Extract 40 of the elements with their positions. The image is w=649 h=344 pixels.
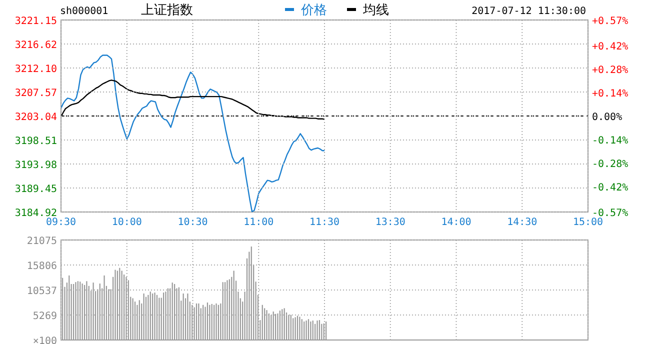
- legend-item: 均线: [347, 3, 389, 18]
- text: sh000001: [60, 6, 108, 17]
- y-tick-label: 3221.15: [14, 16, 57, 27]
- y2-tick-label: -0.42%: [592, 182, 628, 194]
- y2-tick-label: +0.14%: [592, 88, 628, 100]
- legend-label: 价格: [300, 3, 327, 18]
- y2-tick-label: -0.14%: [592, 136, 628, 147]
- x-tick-label: 13:30: [375, 217, 406, 228]
- x-tick-label: 14:30: [507, 217, 538, 228]
- x-tick-label: 10:00: [112, 217, 142, 228]
- line-series: [60, 54, 326, 212]
- y2-tick-label: -0.57%: [592, 208, 628, 219]
- y2-tick-label: 0.00%: [592, 112, 622, 123]
- y-tick-label: 3198.51: [14, 136, 57, 147]
- y-tick-label: 3207.57: [14, 88, 57, 99]
- y-tick-label: 3189.45: [14, 184, 57, 195]
- y-tick-label: 3212.10: [14, 64, 57, 75]
- y-tick-label: 10537: [26, 286, 57, 297]
- x-tick-label: 11:00: [244, 217, 274, 228]
- legend-label: 均线: [362, 3, 389, 18]
- y-tick-label: 5269: [32, 311, 57, 322]
- y-tick-label: 3216.62: [14, 40, 57, 52]
- y2-tick-label: +0.28%: [592, 64, 628, 76]
- y2-tick-label: -0.28%: [592, 159, 628, 170]
- y-axis-title: ×100: [32, 336, 57, 344]
- x-tick-label: 14:00: [441, 217, 472, 228]
- text: 2017-07-12 11:30:00: [472, 6, 586, 17]
- y-tick-label: 21075: [26, 236, 57, 247]
- legend-item: 价格: [285, 3, 327, 18]
- y-tick-label: 3203.04: [14, 112, 57, 123]
- y2-tick-label: +0.42%: [592, 41, 628, 52]
- y-tick-label: 15806: [26, 261, 57, 272]
- y2-tick-label: +0.57%: [592, 16, 628, 27]
- x-tick-label: 09:30: [46, 217, 76, 228]
- y-tick-label: 3193.98: [14, 160, 57, 171]
- x-tick-label: 15:00: [572, 217, 604, 228]
- chart-title: 上证指数: [141, 3, 193, 18]
- y-tick-label: 3184.92: [14, 208, 57, 219]
- x-tick-label: 10:30: [178, 217, 208, 228]
- x-tick-label: 11:30: [309, 217, 340, 228]
